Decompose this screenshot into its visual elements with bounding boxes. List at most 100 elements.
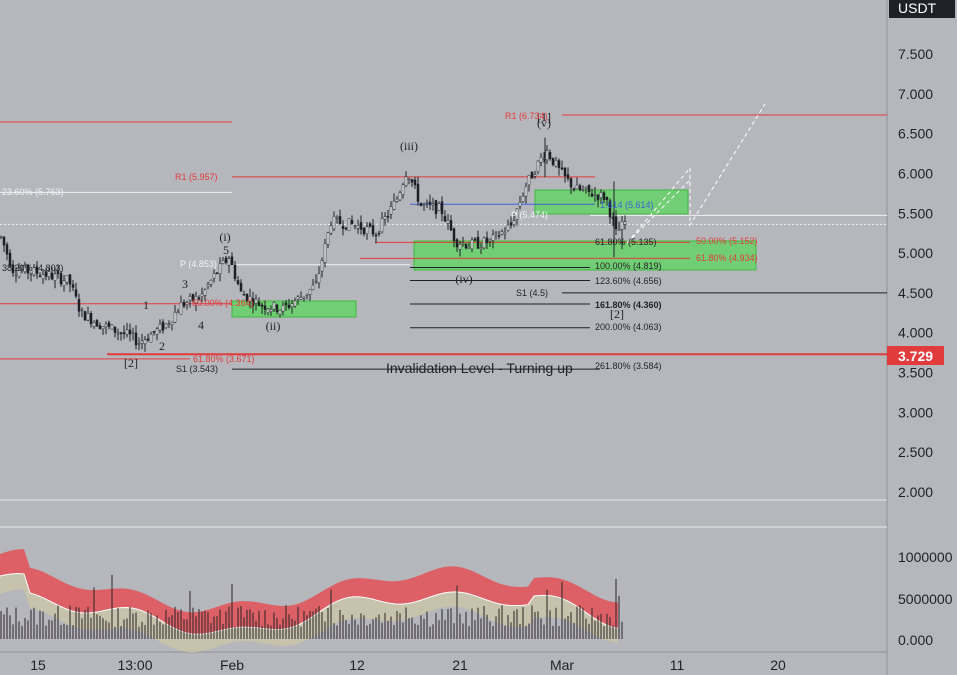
candle-body bbox=[92, 321, 96, 327]
candle-body bbox=[566, 174, 570, 179]
candle-body bbox=[266, 308, 270, 313]
candle-body bbox=[467, 246, 471, 249]
level-labels: R1 (6.734) R1 (5.957) 23.60% (5.763) P (5.4… bbox=[2, 111, 758, 374]
candle-body bbox=[200, 293, 204, 297]
candle-body bbox=[308, 288, 312, 295]
price-tick-label: 6.000 bbox=[898, 165, 933, 181]
candle-body bbox=[335, 216, 339, 219]
candle-body bbox=[512, 220, 516, 225]
candle-body bbox=[65, 275, 69, 283]
currency-badge[interactable] bbox=[889, 0, 955, 18]
price-axis[interactable]: 7.500 7.000 6.500 6.000 5.500 5.000 4.500 4.000… bbox=[898, 46, 933, 500]
level-label: 50.00% (4.364) bbox=[192, 298, 254, 308]
candle-body bbox=[80, 309, 84, 311]
candle-body bbox=[125, 329, 129, 335]
volume-tick-label: 1000000 bbox=[898, 549, 953, 565]
candle-body bbox=[272, 302, 276, 310]
level-label: R1 (6.734) bbox=[505, 111, 548, 121]
wave-label: (ii) bbox=[266, 319, 281, 333]
candle-body bbox=[401, 184, 405, 196]
candle-body bbox=[2, 236, 6, 246]
candle-body bbox=[371, 225, 375, 235]
candle-body bbox=[191, 294, 195, 302]
candle-body bbox=[239, 282, 243, 292]
time-tick-label: 20 bbox=[770, 657, 786, 673]
candle-body bbox=[74, 289, 78, 297]
candle-body bbox=[527, 174, 531, 186]
candle-body bbox=[494, 232, 498, 234]
candle-body bbox=[203, 289, 207, 296]
candle-body bbox=[449, 220, 453, 231]
time-axis[interactable]: 15 13:00 Feb 12 21 Mar 11 20 bbox=[30, 657, 786, 673]
candle-body bbox=[425, 202, 429, 204]
candle-body bbox=[377, 232, 381, 235]
candle-body bbox=[50, 272, 54, 280]
candle-body bbox=[38, 275, 42, 278]
candle-body bbox=[155, 328, 159, 335]
level-label: 161.80% (4.360) bbox=[595, 300, 662, 310]
candle-body bbox=[245, 293, 249, 302]
candle-body bbox=[224, 257, 228, 263]
candle-body bbox=[410, 179, 414, 183]
candle-body bbox=[461, 242, 465, 245]
candle-body bbox=[206, 284, 210, 287]
level-label: 100.00% (4.819) bbox=[595, 261, 662, 271]
candle-body bbox=[197, 297, 201, 300]
candle-body bbox=[101, 326, 105, 330]
candle-body bbox=[584, 186, 588, 189]
candle-body bbox=[35, 266, 39, 274]
candle-body bbox=[167, 323, 171, 325]
candle-body bbox=[569, 178, 573, 188]
level-label: 23.60% (5.763) bbox=[2, 187, 64, 197]
candle-body bbox=[602, 192, 606, 201]
candle-body bbox=[290, 303, 294, 308]
currency-label: USDT bbox=[898, 0, 937, 16]
volume-mid-line bbox=[0, 573, 619, 635]
level-label: 1.614 (5.614) bbox=[600, 200, 654, 210]
candle-body bbox=[434, 200, 438, 215]
candle-body bbox=[605, 197, 609, 200]
candle-body bbox=[251, 298, 255, 306]
candle-body bbox=[107, 322, 111, 327]
candle-body bbox=[479, 247, 483, 250]
candle-body bbox=[287, 304, 291, 308]
candle-body bbox=[317, 273, 321, 284]
candle-body bbox=[545, 150, 549, 161]
candle-body bbox=[530, 171, 534, 179]
candle-body bbox=[17, 270, 21, 278]
candle-body bbox=[269, 309, 273, 313]
candle-body bbox=[557, 160, 561, 169]
candle-body bbox=[98, 325, 102, 330]
candle-body bbox=[419, 202, 423, 206]
candle-body bbox=[23, 265, 27, 273]
volume-tick-label: 0.000 bbox=[898, 632, 933, 648]
candle-body bbox=[278, 309, 282, 315]
candle-body bbox=[314, 281, 318, 283]
candle-body bbox=[152, 331, 156, 333]
candle-body bbox=[71, 284, 75, 288]
candle-body bbox=[518, 202, 522, 207]
candle-body bbox=[233, 264, 237, 280]
candle-body bbox=[182, 301, 186, 307]
candle-body bbox=[437, 203, 441, 212]
candle-body bbox=[149, 333, 153, 343]
candle-body bbox=[86, 313, 90, 321]
candle-body bbox=[404, 176, 408, 187]
candle-body bbox=[617, 229, 621, 231]
volume-pane bbox=[0, 549, 623, 653]
candle-body bbox=[509, 222, 513, 226]
candle-body bbox=[257, 301, 261, 307]
candle-body bbox=[194, 296, 198, 304]
candle-body bbox=[452, 228, 456, 241]
candle-body bbox=[185, 302, 189, 305]
candle-body bbox=[590, 193, 594, 197]
volume-band-upper bbox=[0, 549, 618, 635]
level-label: 61.80% (5.135) bbox=[595, 237, 657, 247]
level-label: P (5.474) bbox=[511, 210, 548, 220]
candle-body bbox=[113, 326, 117, 333]
candle-body bbox=[383, 216, 387, 220]
level-label: 61.80% (4.934) bbox=[696, 253, 758, 263]
candle-body bbox=[5, 244, 9, 255]
candle-body bbox=[548, 152, 552, 160]
